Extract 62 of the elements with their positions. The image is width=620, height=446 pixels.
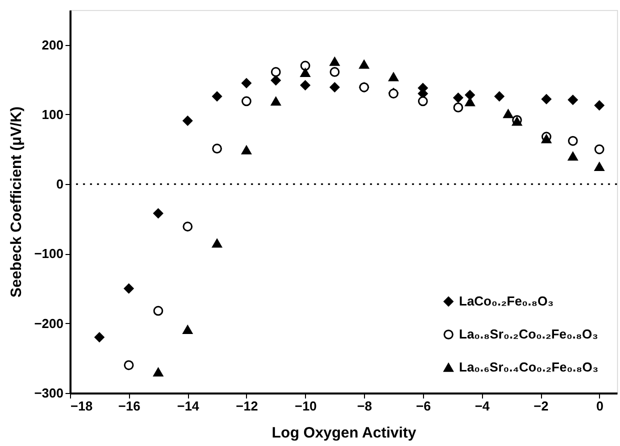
x-tick-label: −18: [70, 398, 93, 414]
x-tick-label: −2: [534, 398, 548, 414]
point: [541, 94, 552, 104]
x-tick-label: −6: [416, 398, 431, 414]
point: [465, 90, 475, 100]
x-axis-title: Log Oxygen Activity: [272, 424, 417, 442]
point: [465, 98, 475, 106]
point: [300, 80, 310, 90]
x-tick-label: −14: [177, 398, 200, 414]
point: [242, 96, 252, 106]
point: [388, 72, 398, 82]
point: [453, 102, 464, 112]
legend-label: La₀.₆Sr₀.₄Co₀.₂Fe₀.₈O₃: [459, 360, 598, 374]
point: [182, 116, 193, 126]
y-tick-label: 0: [56, 176, 64, 192]
point: [541, 134, 552, 144]
point: [153, 208, 164, 218]
point: [212, 238, 222, 248]
point: [594, 162, 604, 172]
point: [212, 144, 222, 154]
point: [494, 91, 504, 102]
x-tick-label: −4: [474, 398, 490, 414]
point: [270, 67, 281, 77]
point: [242, 146, 252, 154]
point: [300, 60, 310, 71]
point: [418, 96, 428, 106]
point: [124, 360, 134, 370]
y-tick-label: −100: [34, 246, 64, 262]
point: [594, 100, 604, 110]
point: [182, 222, 193, 232]
x-tick-label: −16: [118, 398, 140, 414]
y-axis-title: Seebeck Coefficient (μV/K): [8, 106, 26, 298]
point: [568, 152, 578, 161]
legend-label: LaCo₀.₂Fe₀.₈O₃: [459, 294, 554, 308]
y-tick-label: −200: [34, 316, 64, 331]
point: [212, 91, 222, 102]
point: [594, 144, 604, 154]
y-tick-label: 100: [42, 106, 64, 122]
point: [270, 96, 281, 106]
point: [568, 136, 578, 146]
x-tick-label: 0: [596, 398, 604, 414]
point: [153, 306, 164, 316]
point: [270, 75, 281, 86]
point: [453, 92, 464, 103]
point: [94, 332, 104, 342]
point: [153, 368, 164, 376]
point: [330, 57, 340, 66]
point: [568, 94, 578, 105]
point: [242, 78, 252, 88]
x-tick-label: −10: [294, 398, 317, 414]
point: [330, 67, 340, 77]
y-tick-label: 200: [42, 37, 64, 52]
point: [330, 82, 340, 92]
x-tick-label: −8: [357, 398, 372, 414]
legend-label: La₀.₈Sr₀.₂Co₀.₂Fe₀.₈O₃: [459, 326, 598, 342]
point: [182, 325, 193, 334]
point: [359, 60, 370, 69]
point: [503, 109, 514, 118]
y-tick-label: −300: [34, 386, 64, 400]
point: [124, 284, 134, 294]
point: [300, 68, 310, 78]
x-tick-label: −12: [236, 398, 258, 414]
